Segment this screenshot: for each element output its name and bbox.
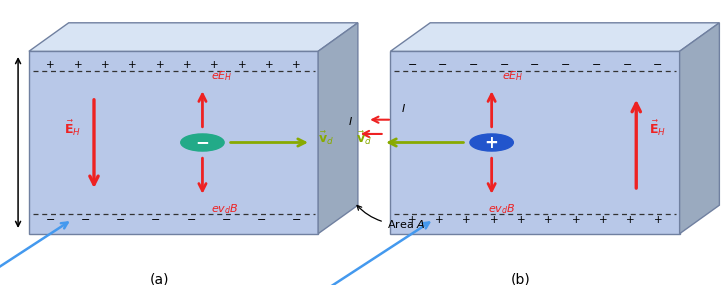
- Text: +: +: [155, 60, 164, 70]
- Text: −: −: [116, 215, 126, 225]
- Text: −: −: [221, 215, 231, 225]
- Text: +: +: [484, 133, 499, 152]
- Text: −: −: [257, 215, 266, 225]
- Text: −: −: [151, 215, 161, 225]
- Text: $ev_dB$: $ev_dB$: [211, 202, 239, 216]
- Text: +: +: [572, 215, 581, 225]
- Text: −: −: [187, 215, 196, 225]
- Circle shape: [470, 134, 513, 151]
- Text: −: −: [654, 60, 662, 70]
- Polygon shape: [29, 23, 358, 51]
- Text: −: −: [81, 215, 90, 225]
- Text: −: −: [469, 60, 478, 70]
- Text: +: +: [183, 60, 192, 70]
- Text: +: +: [544, 215, 553, 225]
- Text: −: −: [438, 60, 448, 70]
- Text: −: −: [500, 60, 509, 70]
- Text: $\vec{\mathbf{E}}_H$: $\vec{\mathbf{E}}_H$: [649, 119, 667, 138]
- Polygon shape: [29, 51, 318, 234]
- Text: −: −: [592, 60, 601, 70]
- Polygon shape: [680, 23, 719, 234]
- Text: $\vec{\mathbf{v}}_d$: $\vec{\mathbf{v}}_d$: [318, 130, 334, 147]
- Text: +: +: [265, 60, 273, 70]
- Text: $I$: $I$: [348, 115, 353, 127]
- Text: +: +: [435, 215, 444, 225]
- Text: −: −: [623, 60, 632, 70]
- Text: (b): (b): [510, 272, 531, 285]
- Text: Area $A$: Area $A$: [357, 205, 425, 230]
- Circle shape: [181, 134, 224, 151]
- Text: +: +: [210, 60, 219, 70]
- Text: +: +: [128, 60, 137, 70]
- Text: −: −: [408, 60, 416, 70]
- Text: +: +: [626, 215, 635, 225]
- Text: $eE_H$: $eE_H$: [211, 69, 233, 83]
- Text: $\vec{\mathbf{E}}_H$: $\vec{\mathbf{E}}_H$: [64, 119, 81, 138]
- Text: +: +: [237, 60, 246, 70]
- Text: +: +: [292, 60, 301, 70]
- Polygon shape: [390, 23, 719, 51]
- Text: +: +: [463, 215, 471, 225]
- Text: $\vec{\mathbf{v}}_d$: $\vec{\mathbf{v}}_d$: [356, 130, 372, 147]
- Text: +: +: [489, 215, 498, 225]
- Text: +: +: [599, 215, 607, 225]
- Polygon shape: [390, 51, 680, 234]
- Text: +: +: [101, 60, 110, 70]
- Text: $I$: $I$: [401, 102, 406, 114]
- Text: −: −: [292, 215, 301, 225]
- Text: +: +: [408, 215, 416, 225]
- Text: $ev_dB$: $ev_dB$: [488, 202, 515, 216]
- Text: $eE_H$: $eE_H$: [502, 69, 524, 83]
- Text: (a): (a): [150, 272, 168, 285]
- Text: −: −: [561, 60, 570, 70]
- Text: +: +: [46, 60, 55, 70]
- Text: −: −: [195, 133, 210, 152]
- Text: +: +: [74, 60, 82, 70]
- Text: −: −: [531, 60, 539, 70]
- Text: −: −: [46, 215, 55, 225]
- Text: +: +: [517, 215, 526, 225]
- Polygon shape: [318, 23, 358, 234]
- Text: +: +: [654, 215, 662, 225]
